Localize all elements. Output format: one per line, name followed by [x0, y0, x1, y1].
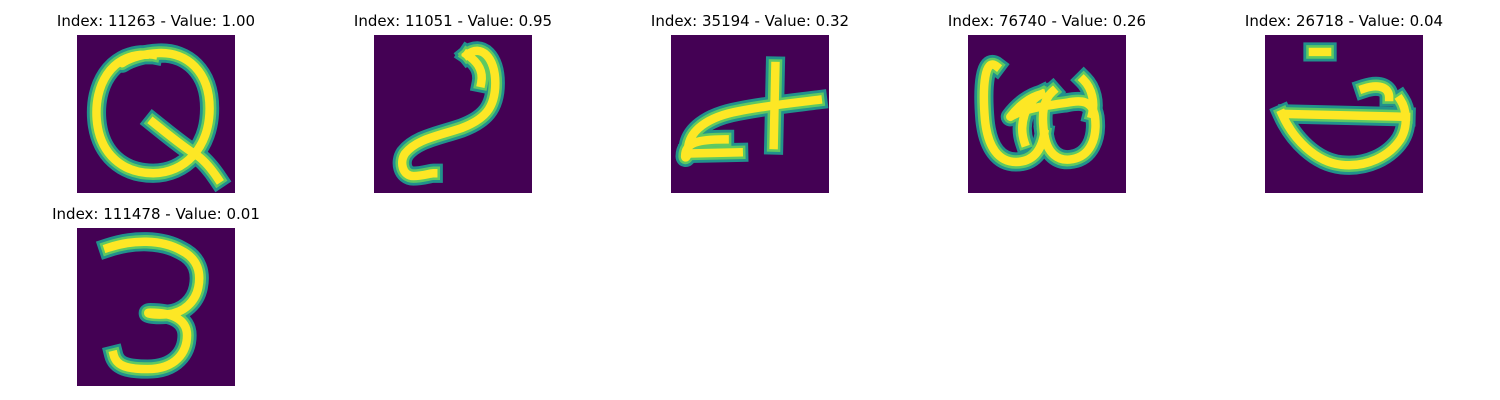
- image-panel-5: Index: 26718 - Value: 0.04: [1194, 0, 1494, 193]
- handwritten-digit-3-image: [77, 228, 235, 386]
- handwritten-bowl-bar-image: [1265, 35, 1423, 193]
- image-panel-4: Index: 76740 - Value: 0.26: [897, 0, 1197, 193]
- panel-title: Index: 111478 - Value: 0.01: [52, 205, 260, 223]
- handwritten-loops-image: [968, 35, 1126, 193]
- panel-title: Index: 26718 - Value: 0.04: [1244, 12, 1444, 30]
- panel-title: Index: 11263 - Value: 1.00: [56, 12, 256, 30]
- image-panel-3: Index: 35194 - Value: 0.32: [600, 0, 900, 193]
- image-panel-1: Index: 11263 - Value: 1.00: [6, 0, 306, 193]
- panel-title: Index: 11051 - Value: 0.95: [353, 12, 553, 30]
- panel-title: Index: 35194 - Value: 0.32: [650, 12, 850, 30]
- image-panel-6: Index: 111478 - Value: 0.01: [6, 193, 306, 386]
- handwritten-s-curve-image: [374, 35, 532, 193]
- handwritten-letter-q-image: [77, 35, 235, 193]
- handwritten-plus-hook-image: [671, 35, 829, 193]
- panel-title: Index: 76740 - Value: 0.26: [947, 12, 1147, 30]
- image-panel-2: Index: 11051 - Value: 0.95: [303, 0, 603, 193]
